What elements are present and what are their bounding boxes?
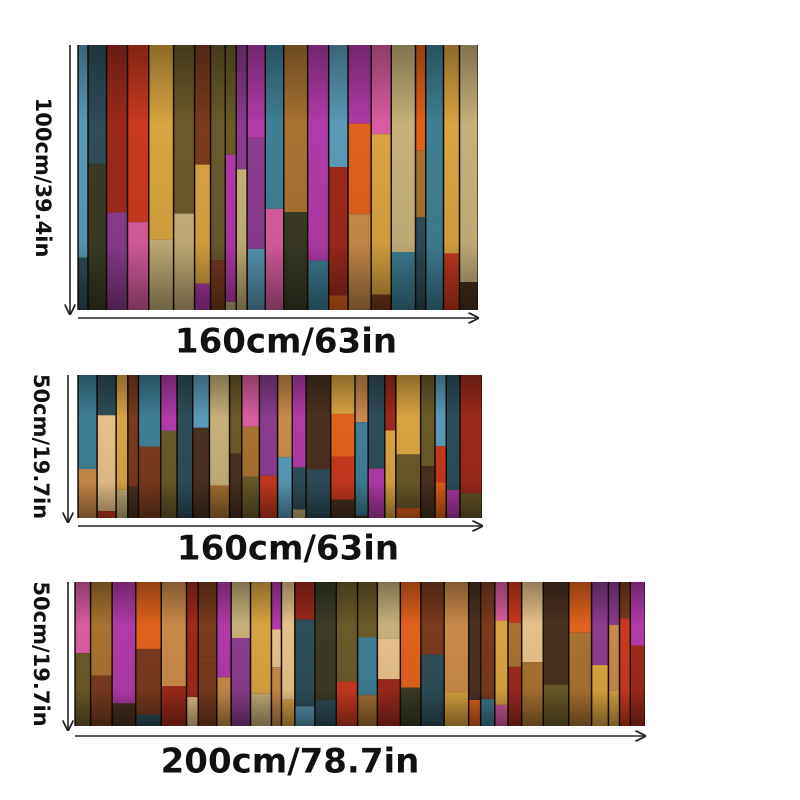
height-label: 100cm/39.4in bbox=[31, 98, 55, 258]
width-label: 160cm/63in bbox=[177, 529, 399, 569]
rug bbox=[74, 582, 645, 726]
rug-shade bbox=[75, 582, 645, 726]
rug bbox=[77, 375, 482, 518]
width-label: 200cm/78.7in bbox=[161, 742, 420, 782]
height-label: 50cm/19.7in bbox=[29, 374, 53, 519]
width-label: 160cm/63in bbox=[175, 322, 397, 362]
rug-shade bbox=[78, 375, 482, 518]
height-label: 50cm/19.7in bbox=[29, 581, 53, 726]
rug-shade bbox=[78, 45, 478, 310]
rug bbox=[77, 45, 478, 310]
